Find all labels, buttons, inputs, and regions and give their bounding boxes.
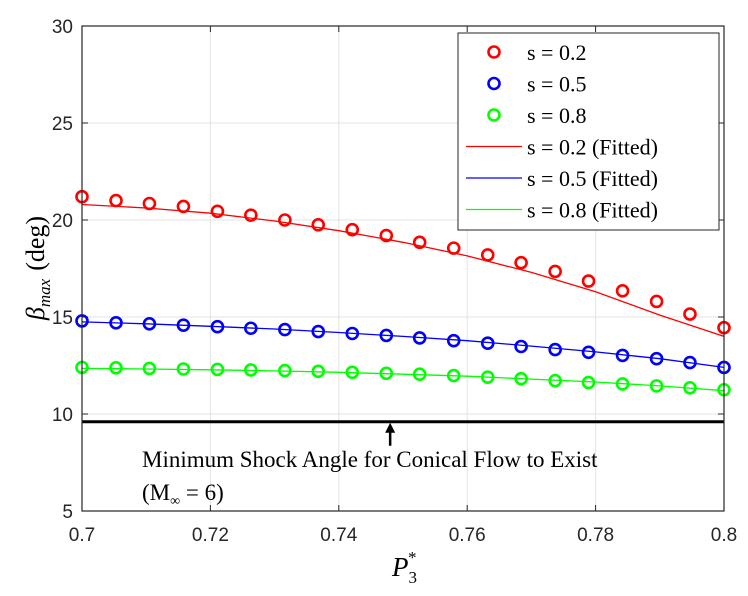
data-point-series-1 [480, 336, 495, 350]
data-point-series-0 [683, 307, 697, 321]
y-axis-label: βmax (deg) [21, 216, 54, 321]
annotation-mach-infinity: ∞ [170, 494, 180, 509]
data-point-series-0 [514, 255, 528, 270]
data-point-series-1 [142, 316, 157, 331]
data-point-series-1 [412, 331, 427, 345]
y-tick-labels: 5 10 15 20 25 30 [52, 17, 73, 523]
x-axis-label-base: P [391, 552, 409, 582]
y-tick-label: 20 [52, 211, 73, 232]
data-point-series-0 [244, 208, 258, 222]
data-point-series-0 [109, 193, 123, 208]
data-point-series-1 [210, 319, 225, 334]
data-point-series-0 [311, 218, 326, 232]
data-point-series-1 [514, 339, 528, 354]
data-point-series-0 [412, 235, 427, 250]
data-point-series-2 [142, 361, 157, 376]
data-point-series-0 [176, 199, 191, 214]
data-point-series-2 [548, 373, 562, 388]
legend-box [457, 32, 720, 231]
data-point-series-2 [345, 365, 360, 380]
data-point-series-2 [379, 366, 394, 381]
data-point-series-2 [683, 381, 697, 395]
y-tick-label: 25 [52, 114, 73, 135]
annotation-mach-close: = 6) [180, 480, 224, 505]
y-axis-label-symbol: β [21, 307, 50, 321]
data-point-series-0 [210, 204, 225, 219]
legend-label: s = 0.5 [527, 72, 586, 97]
y-tick-label: 10 [52, 405, 73, 426]
x-tick-label: 0.72 [192, 525, 229, 546]
data-point-series-0 [345, 222, 360, 237]
legend-label: s = 0.8 (Fitted) [527, 198, 658, 223]
y-tick-label: 5 [62, 502, 73, 523]
data-point-series-2 [176, 362, 191, 376]
plot-frame [81, 25, 725, 512]
data-point-series-1 [548, 342, 562, 357]
data-point-series-1 [581, 345, 596, 360]
legend-label: s = 0.2 [527, 40, 586, 65]
data-point-series-1 [345, 326, 360, 341]
data-point-series-1 [446, 333, 461, 348]
y-tick-label: 30 [52, 17, 73, 38]
data-point-series-0 [142, 196, 157, 211]
legend-marker-swatch [487, 76, 501, 91]
data-point-series-2 [649, 379, 664, 393]
x-tick-label: 0.74 [320, 525, 357, 546]
data-point-series-1 [109, 316, 123, 330]
data-point-series-0 [548, 264, 562, 279]
annotation: Minimum Shock Angle for Conical Flow to … [142, 422, 598, 509]
data-markers [75, 189, 731, 397]
data-point-series-1 [649, 351, 664, 366]
data-point-series-2 [615, 377, 630, 391]
y-axis-label-subscript: max [35, 278, 54, 307]
legend-label: s = 0.5 (Fitted) [527, 166, 658, 191]
x-axis-label-superscript: * [408, 548, 417, 567]
data-point-series-2 [109, 361, 123, 375]
data-point-series-0 [581, 274, 596, 288]
x-tick-label: 0.76 [449, 525, 486, 546]
legend-label: s = 0.8 [527, 103, 586, 128]
data-point-series-1 [379, 328, 394, 343]
data-point-series-1 [176, 318, 191, 332]
data-point-series-2 [244, 363, 258, 377]
x-axis-label-subscript: 3 [409, 568, 418, 587]
annotation-mach-text: (M∞ = 6) [142, 480, 224, 509]
data-point-series-1 [615, 348, 630, 363]
legend-marker-swatch [487, 45, 501, 59]
x-tick-labels: 0.7 0.72 0.74 0.76 0.78 0.8 [69, 525, 737, 546]
data-point-series-2 [446, 368, 461, 383]
legend: s = 0.2 s = 0.5 s = 0.8 s = 0.2 (Fitted) s =… [457, 32, 720, 231]
data-point-series-0 [446, 241, 461, 255]
data-point-series-2 [311, 364, 326, 379]
data-point-series-0 [278, 213, 292, 227]
data-point-series-0 [649, 294, 664, 309]
y-axis-label-unit: (deg) [21, 216, 50, 271]
data-point-series-0 [379, 228, 394, 243]
legend-marker-swatch [487, 108, 501, 122]
data-point-series-1 [278, 322, 292, 337]
annotation-text: Minimum Shock Angle for Conical Flow to … [142, 447, 598, 472]
data-point-series-2 [412, 367, 427, 382]
data-point-series-2 [480, 370, 495, 384]
data-point-series-2 [278, 363, 292, 378]
x-tick-label: 0.7 [69, 525, 95, 546]
data-point-series-2 [210, 362, 225, 377]
annotation-arrow-head [385, 422, 396, 433]
data-point-series-1 [311, 324, 326, 339]
legend-label: s = 0.2 (Fitted) [527, 135, 658, 160]
data-point-series-0 [615, 284, 630, 298]
y-tick-label: 15 [52, 308, 73, 329]
data-point-series-2 [581, 375, 596, 390]
fitted-line-series-3 [81, 203, 725, 338]
data-point-series-1 [244, 321, 258, 336]
data-point-series-0 [480, 248, 495, 262]
annotation-mach-open: (M [142, 480, 170, 505]
data-point-series-1 [683, 355, 697, 370]
data-point-series-2 [514, 371, 528, 386]
x-tick-label: 0.8 [711, 525, 737, 546]
x-axis-label: P3* [391, 548, 417, 587]
x-tick-label: 0.78 [577, 525, 614, 546]
